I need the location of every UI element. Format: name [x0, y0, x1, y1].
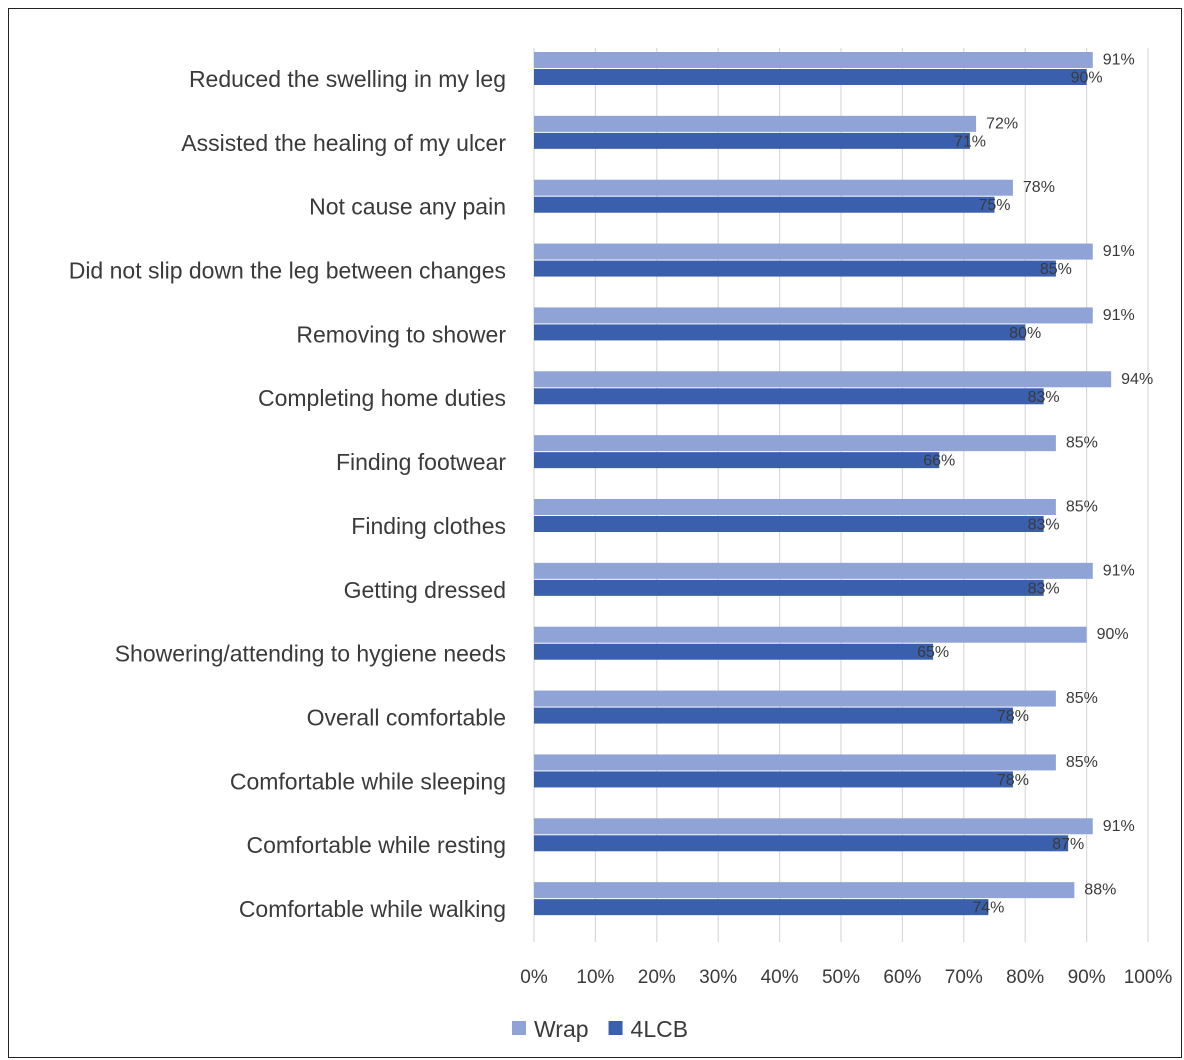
data-label-wrap: 88%: [1084, 882, 1116, 899]
data-label-wrap: 91%: [1103, 818, 1135, 835]
category-labels: Reduced the swelling in my leg Assisted t…: [69, 66, 507, 922]
bar-4lcb: [534, 643, 934, 660]
data-label-wrap: 91%: [1103, 307, 1135, 324]
data-label-wrap: 85%: [1066, 754, 1098, 771]
category-label: Assisted the healing of my ulcer: [181, 130, 506, 156]
bar-4lcb: [534, 132, 970, 149]
bar-wrap: [534, 754, 1056, 771]
data-label-wrap: 78%: [1023, 179, 1055, 196]
x-tick-label: 100%: [1124, 967, 1173, 988]
bar-wrap: [534, 499, 1056, 515]
bar-wrap: [534, 690, 1056, 707]
data-label-4lcb: 78%: [997, 708, 1029, 725]
x-tick-label: 0%: [520, 967, 548, 988]
bar-wrap: [534, 52, 1093, 68]
x-tick-label: 50%: [822, 967, 860, 988]
bar-wrap: [534, 243, 1093, 260]
category-label: Overall comfortable: [307, 705, 506, 731]
category-label: Completing home duties: [258, 385, 506, 411]
bar-4lcb: [534, 835, 1069, 852]
legend-label-wrap: Wrap: [534, 1016, 589, 1042]
category-label: Finding footwear: [336, 449, 506, 475]
bar-wrap: [534, 882, 1075, 899]
data-label-4lcb: 90%: [1071, 70, 1103, 87]
data-label-4lcb: 87%: [1052, 836, 1084, 853]
x-tick-label: 80%: [1006, 967, 1044, 988]
data-label-4lcb: 83%: [1028, 389, 1060, 406]
category-label: Showering/attending to hygiene needs: [115, 641, 506, 667]
bar-wrap: [534, 818, 1093, 835]
bar-4lcb: [534, 196, 995, 213]
data-label-wrap: 94%: [1121, 371, 1153, 388]
data-label-4lcb: 83%: [1028, 517, 1060, 534]
category-label: Not cause any pain: [309, 194, 506, 220]
bar-4lcb: [534, 771, 1013, 788]
bar-4lcb: [534, 452, 940, 469]
bar-4lcb: [534, 388, 1044, 405]
x-tick-label: 70%: [945, 967, 983, 988]
legend: Wrap 4LCB: [512, 1016, 688, 1042]
data-label-wrap: 90%: [1097, 626, 1129, 643]
bar-4lcb: [534, 324, 1026, 341]
category-label: Comfortable while walking: [239, 896, 506, 922]
data-label-wrap: 91%: [1103, 52, 1135, 69]
data-label-4lcb: 83%: [1028, 580, 1060, 597]
data-label-wrap: 85%: [1066, 499, 1098, 516]
data-label-4lcb: 75%: [978, 197, 1010, 214]
data-label-4lcb: 80%: [1009, 325, 1041, 342]
data-label-wrap: 91%: [1103, 562, 1135, 579]
data-label-4lcb: 71%: [954, 133, 986, 150]
x-tick-label: 40%: [761, 967, 799, 988]
x-tick-labels: 0% 10% 20% 30% 40% 50% 60% 70% 80% 90% 100%: [520, 967, 1172, 988]
bar-wrap: [534, 115, 977, 132]
bar-wrap: [534, 435, 1056, 452]
x-tick-label: 90%: [1068, 967, 1106, 988]
bar-4lcb: [534, 516, 1044, 532]
bar-wrap: [534, 307, 1093, 324]
x-tick-label: 10%: [576, 967, 614, 988]
category-label: Comfortable while resting: [246, 832, 506, 858]
data-label-wrap: 85%: [1066, 690, 1098, 707]
bar-wrap: [534, 626, 1087, 643]
bar-4lcb: [534, 69, 1087, 85]
category-label: Reduced the swelling in my leg: [189, 66, 506, 92]
x-tick-label: 30%: [699, 967, 737, 988]
category-label: Did not slip down the leg between change…: [69, 258, 506, 284]
bar-4lcb: [534, 707, 1013, 724]
legend-swatch-4lcb: [608, 1021, 623, 1035]
legend-label-4lcb: 4LCB: [631, 1016, 689, 1042]
data-label-4lcb: 85%: [1040, 261, 1072, 278]
data-label-wrap: 91%: [1103, 243, 1135, 260]
bar-4lcb: [534, 579, 1044, 596]
x-tick-label: 60%: [883, 967, 921, 988]
category-label: Finding clothes: [351, 513, 506, 539]
data-label-4lcb: 74%: [972, 900, 1004, 917]
data-label-4lcb: 65%: [917, 644, 949, 661]
legend-swatch-wrap: [512, 1021, 526, 1035]
data-label-wrap: 72%: [986, 115, 1018, 132]
bar-wrap: [534, 562, 1093, 579]
category-label: Getting dressed: [344, 577, 506, 603]
bar-wrap: [534, 371, 1112, 388]
data-label-4lcb: 78%: [997, 772, 1029, 789]
data-label-4lcb: 66%: [923, 453, 955, 470]
bars: [534, 52, 1112, 916]
category-label: Removing to shower: [296, 321, 506, 347]
x-tick-label: 20%: [638, 967, 676, 988]
bar-4lcb: [534, 260, 1056, 277]
bar-wrap: [534, 179, 1013, 196]
bar-4lcb: [534, 899, 989, 916]
data-label-wrap: 85%: [1066, 435, 1098, 452]
category-label: Comfortable while sleeping: [230, 768, 506, 794]
data-labels: 91%90%72%71%78%75%91%85%91%80%94%83%85%6…: [917, 52, 1153, 917]
